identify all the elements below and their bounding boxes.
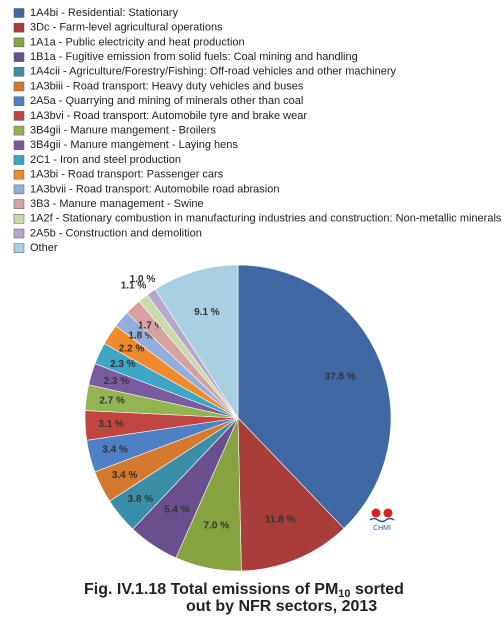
data-label: 37.8 % bbox=[325, 372, 356, 383]
legend-label: 2A5b - Construction and demolition bbox=[30, 227, 202, 239]
data-label: 1.7 % bbox=[138, 320, 164, 331]
legend-label: 1A1a - Public electricity and heat produ… bbox=[30, 36, 245, 48]
legend-swatch bbox=[13, 22, 25, 33]
legend-label: 1B1a - Fugitive emission from solid fuel… bbox=[30, 51, 358, 63]
legend-swatch bbox=[13, 155, 25, 165]
data-label: 3.8 % bbox=[128, 494, 154, 505]
legend-swatch bbox=[13, 37, 25, 48]
legend-swatch bbox=[13, 67, 25, 77]
legend-label: 1A3bi - Road transport: Passenger cars bbox=[30, 169, 224, 181]
legend-label: 3B4gii - Manure mangement - Laying hens bbox=[30, 139, 238, 151]
data-label: 1.8 % bbox=[128, 331, 154, 342]
legend-swatch bbox=[13, 96, 25, 106]
legend-label: 1A4cii - Agriculture/Forestry/Fishing: O… bbox=[30, 66, 397, 78]
legend-label: 1A3bvi - Road transport: Automobile tyre… bbox=[30, 110, 307, 122]
logo-text: CHMI bbox=[373, 525, 391, 532]
data-label: 9.1 % bbox=[194, 307, 220, 318]
legend-swatch bbox=[13, 140, 25, 151]
legend-swatch bbox=[13, 228, 25, 239]
legend-swatch bbox=[13, 52, 25, 62]
legend-swatch bbox=[13, 169, 25, 180]
legend-label: 1A3biii - Road transport: Heavy duty veh… bbox=[30, 80, 304, 92]
data-label: 2.3 % bbox=[110, 359, 136, 370]
pie-slice bbox=[237, 417, 345, 572]
data-label: 2.2 % bbox=[119, 343, 145, 354]
data-label: 2.3 % bbox=[104, 376, 130, 387]
logo: CHMI bbox=[369, 508, 395, 532]
data-label: 3.4 % bbox=[112, 470, 138, 481]
legend-swatch bbox=[13, 81, 25, 92]
legend-label: 1A4bi - Residential: Stationary bbox=[30, 7, 178, 19]
legend-label: 1A2f - Stationary combustion in manufact… bbox=[30, 213, 502, 225]
data-label: 3.1 % bbox=[98, 419, 124, 430]
legend: 1A4bi - Residential: Stationary 3Dc - Far… bbox=[13, 7, 502, 254]
logo-dot bbox=[371, 508, 381, 518]
pie: 37.8 % 11.8 % 7.0 % 5.4 % 3.8 % 3.4 % 3.4 % 3.1… bbox=[84, 264, 392, 572]
data-label: 2.7 % bbox=[99, 396, 125, 407]
legend-swatch bbox=[13, 111, 25, 121]
legend-label: 3B3 - Manure management - Swine bbox=[30, 198, 204, 210]
logo-dot bbox=[383, 508, 393, 518]
data-label: 5.4 % bbox=[164, 504, 190, 515]
legend-swatch bbox=[13, 184, 25, 195]
data-label: 1.0 % bbox=[130, 274, 156, 285]
chart-title: Fig. IV.1.18 Total emissions of PM10 sor… bbox=[84, 581, 404, 600]
data-label: 11.8 % bbox=[265, 514, 296, 525]
pie-slice bbox=[154, 264, 239, 420]
data-label: 1.1 % bbox=[121, 281, 147, 292]
legend-swatch bbox=[13, 199, 25, 209]
legend-swatch bbox=[13, 8, 25, 18]
data-label: 3.4 % bbox=[102, 444, 128, 455]
pie-slice bbox=[237, 264, 392, 529]
legend-swatch bbox=[13, 214, 25, 224]
legend-label: 3B4gii - Manure mangement - Broilers bbox=[30, 125, 216, 137]
legend-label: 1A3bvii - Road transport: Automobile roa… bbox=[30, 183, 279, 195]
legend-swatch bbox=[13, 243, 25, 253]
legend-label: 2C1 - Iron and steel production bbox=[30, 154, 181, 166]
legend-label: Other bbox=[30, 242, 58, 254]
data-label: 7.0 % bbox=[204, 521, 230, 532]
logo-wave bbox=[369, 517, 395, 523]
chart-title: out by NFR sectors, 2013 bbox=[186, 598, 377, 615]
legend-label: 3Dc - Farm-level agricultural operations bbox=[30, 22, 223, 34]
legend-swatch bbox=[13, 125, 25, 136]
legend-label: 2A5a - Quarrying and mining of minerals … bbox=[30, 95, 303, 107]
